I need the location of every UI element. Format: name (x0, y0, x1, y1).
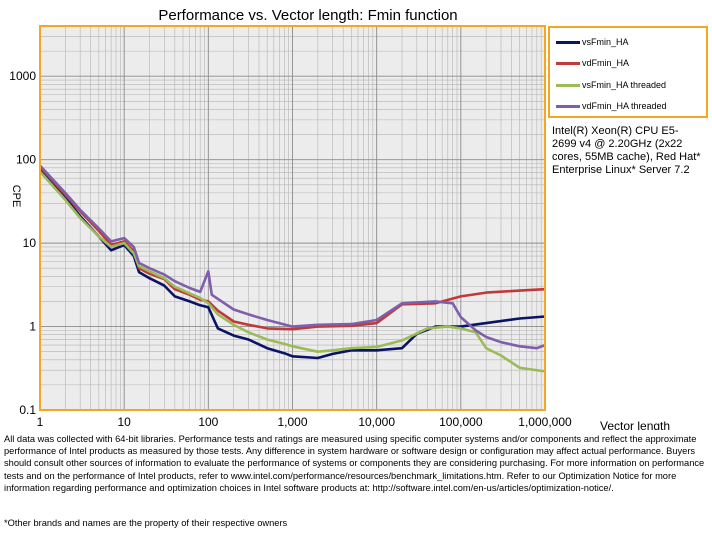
cpu-configuration-note: Intel(R) Xeon(R) CPU E5-2699 v4 @ 2.20GH… (552, 125, 701, 176)
legend-label: vsFmin_HA threaded (582, 80, 667, 90)
legend-item-vsfmin-ha-threaded: vsFmin_HA threaded (556, 78, 666, 92)
trademark-footnote: *Other brands and names are the property… (4, 518, 288, 528)
x-tick-label: 100 (198, 415, 218, 429)
legend-item-vsfmin-ha: vsFmin_HA (556, 35, 629, 49)
series-line-vdfmin-ha-threaded (39, 164, 546, 350)
x-tick-label: 1,000,000 (518, 415, 572, 429)
legend-swatch (556, 105, 580, 109)
legend-swatch (556, 41, 580, 45)
legend: vsFmin_HA vdFmin_HA vsFmin_HA threaded v… (548, 26, 708, 118)
y-axis-label: CPE (10, 185, 22, 208)
chart: Performance vs. Vector length: Fmin func… (9, 7, 670, 430)
y-axis-ticks: 0.1 1 10 100 1000 (9, 69, 36, 417)
performance-disclaimer: All data was collected with 64-bit libra… (4, 434, 705, 493)
y-tick-label: 1000 (9, 69, 36, 83)
legend-item-vdfmin-ha: vdFmin_HA (556, 56, 629, 70)
y-tick-label: 10 (23, 236, 37, 250)
legend-swatch (556, 84, 580, 88)
y-tick-label: 1 (29, 320, 36, 334)
x-axis-ticks: 1 10 100 1,000 10,000 100,000 1,000,000 (37, 415, 572, 429)
x-tick-label: 10 (117, 415, 131, 429)
y-tick-label: 100 (16, 153, 36, 167)
series-lines (39, 164, 546, 373)
legend-swatch (556, 62, 580, 66)
x-tick-label: 1 (37, 415, 44, 429)
x-axis-label: Vector length (600, 419, 670, 430)
y-tick-label: 0.1 (19, 403, 36, 417)
legend-label: vdFmin_HA (582, 58, 630, 68)
x-tick-label: 1,000 (277, 415, 307, 429)
legend-label: vsFmin_HA (582, 37, 629, 47)
series-line-vsfmin-ha-threaded (39, 170, 546, 373)
legend-label: vdFmin_HA threaded (582, 101, 667, 111)
x-tick-label: 10,000 (358, 415, 395, 429)
legend-item-vdfmin-ha-threaded: vdFmin_HA threaded (556, 99, 667, 113)
chart-title: Performance vs. Vector length: Fmin func… (158, 7, 457, 24)
series-line-vdfmin-ha (39, 166, 546, 331)
plot-border (39, 25, 546, 411)
x-tick-label: 100,000 (439, 415, 483, 429)
